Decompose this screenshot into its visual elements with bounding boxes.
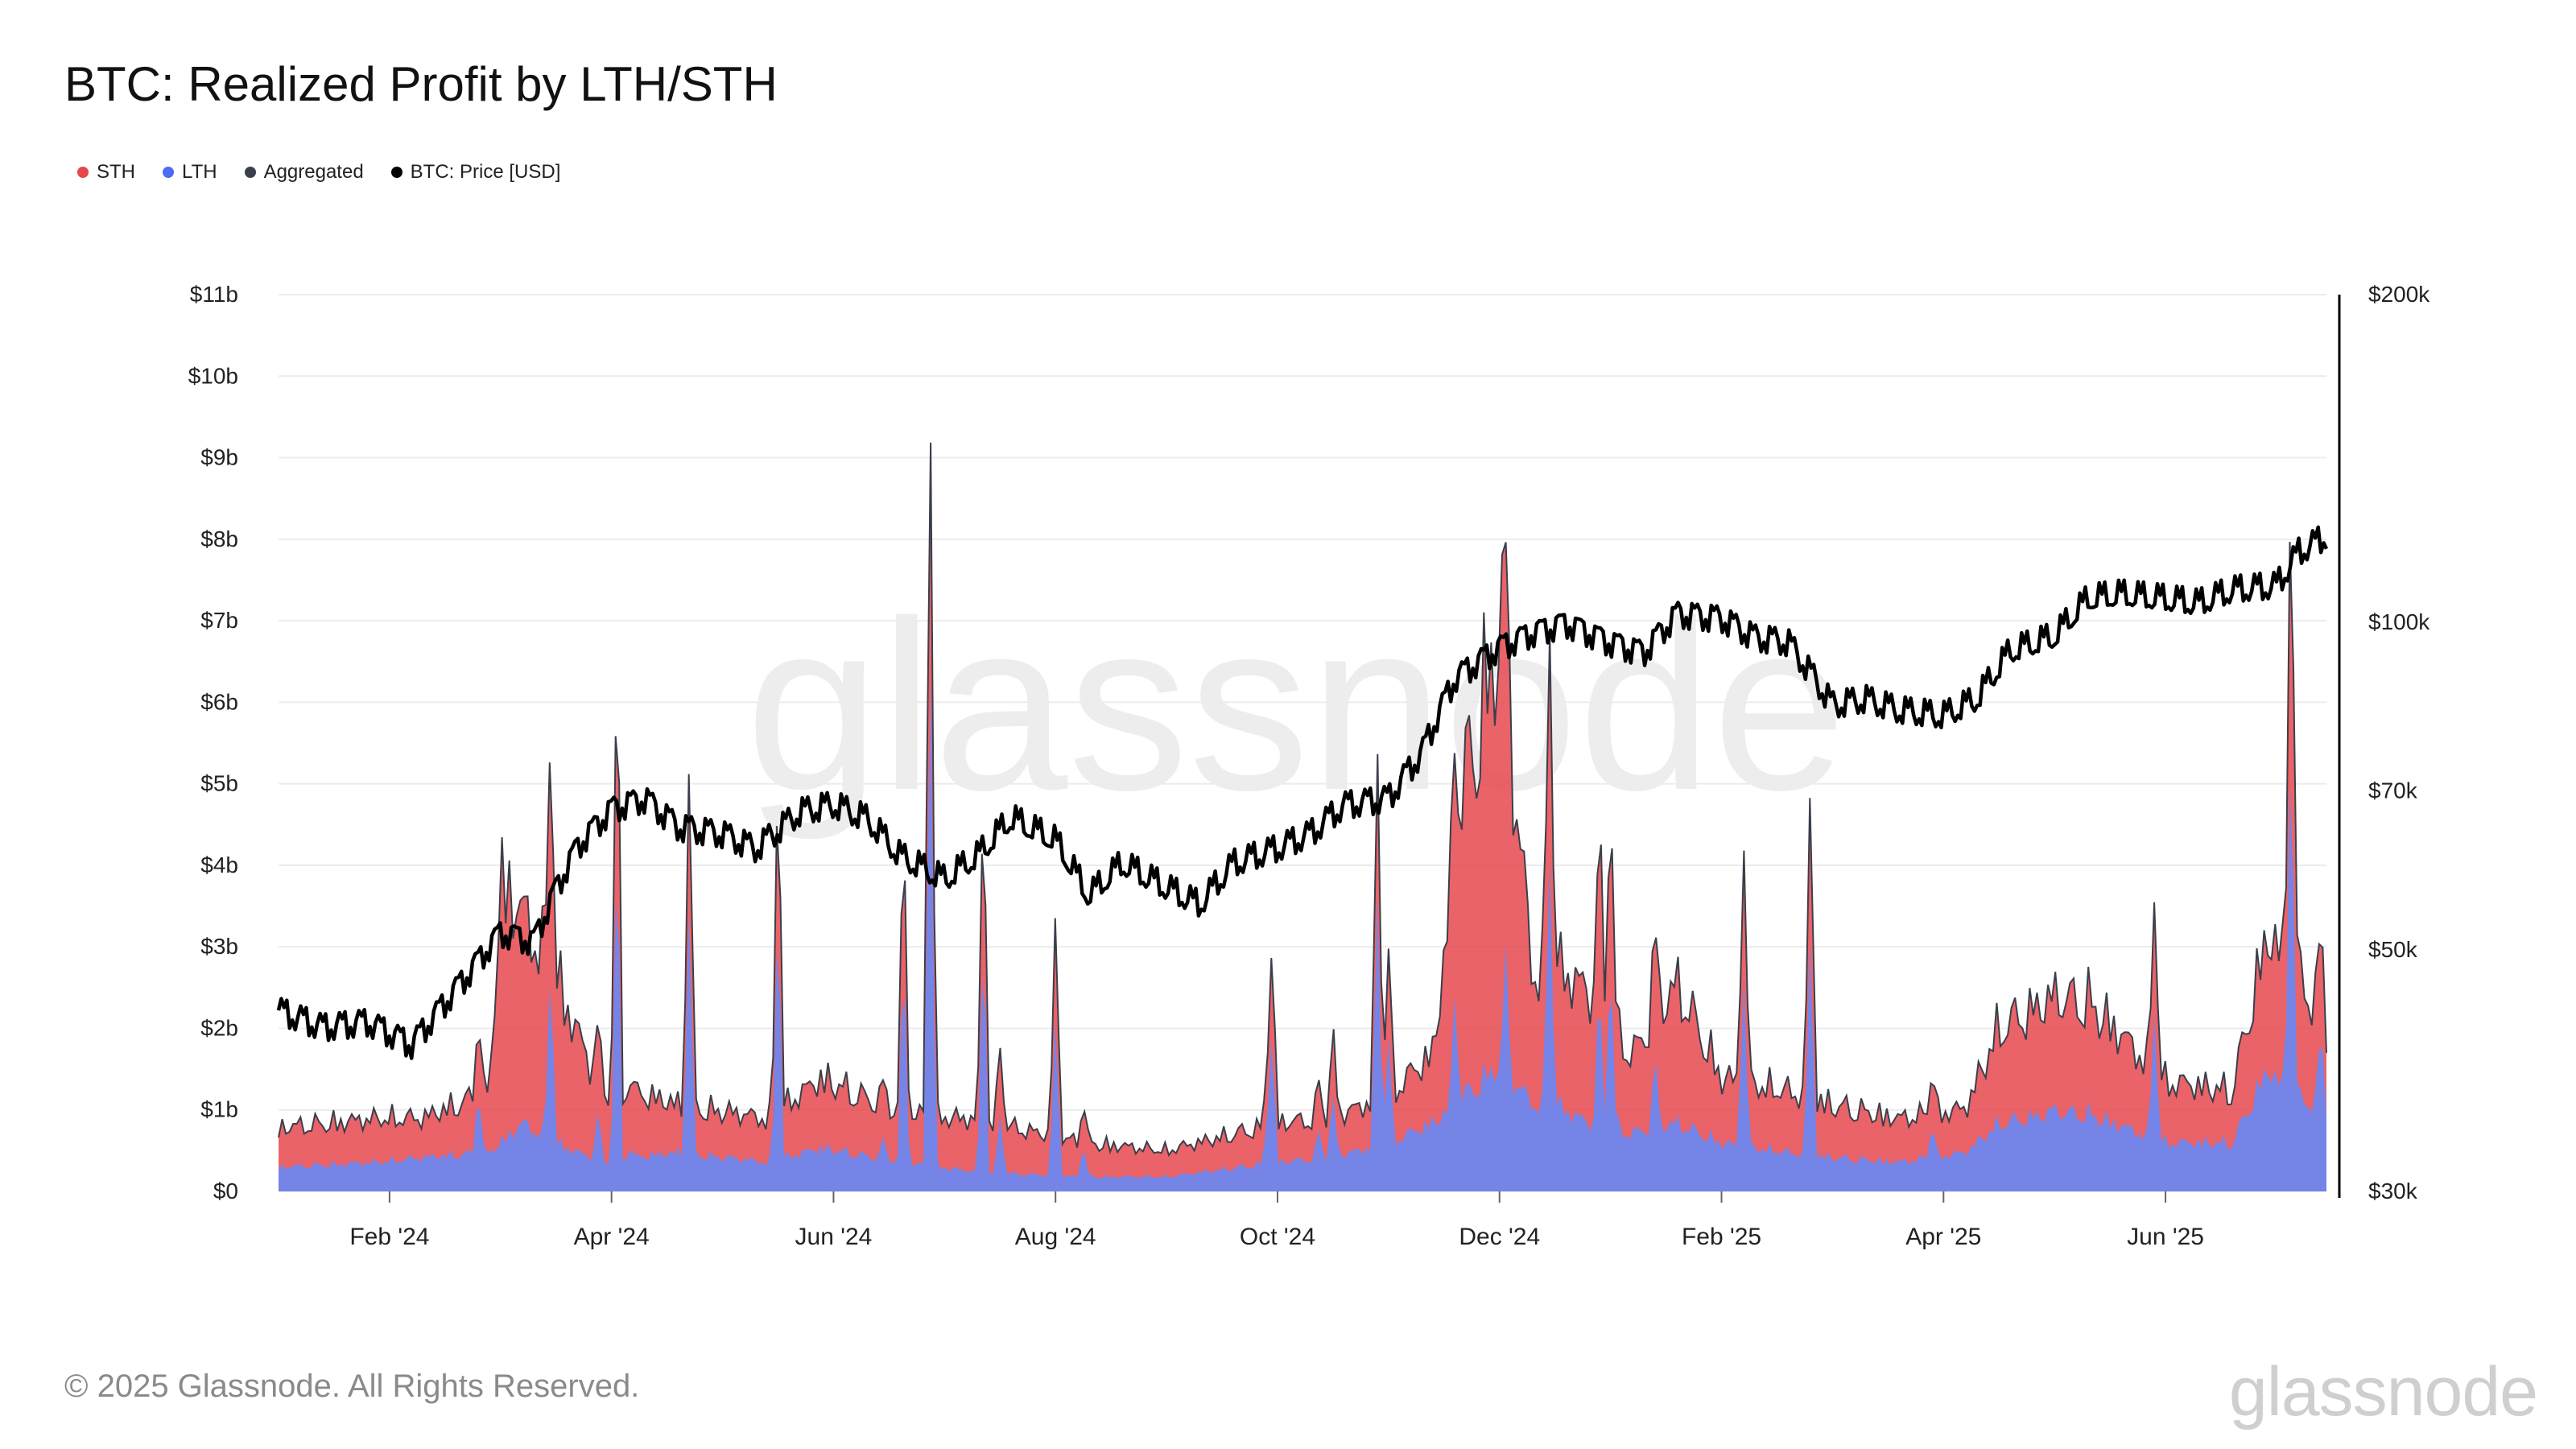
legend-label-lth: LTH (182, 161, 217, 183)
x-tick-label: Feb '24 (349, 1224, 429, 1250)
y-left-tick-label: $6b (200, 689, 238, 714)
y-left-tick-label: $10b (188, 363, 238, 388)
y-left-tick-label: $2b (200, 1015, 238, 1040)
y-left-tick-label: $5b (200, 771, 238, 796)
copyright-text: © 2025 Glassnode. All Rights Reserved. (64, 1368, 640, 1404)
aggregated-line (278, 442, 2327, 1158)
y-left-tick-label: $3b (200, 934, 238, 959)
y-right-tick-label: $70k (2368, 778, 2418, 803)
y-left-tick-label: $9b (200, 445, 238, 470)
legend-label-price: BTC: Price [USD] (410, 161, 561, 183)
legend-dot-lth (163, 167, 174, 178)
y-right-tick-label: $100k (2368, 609, 2430, 634)
axes: $0 $1b $2b $3b $4b $5b $6b $7b $8b $9b $10b $11b $30… (188, 282, 2431, 1250)
y-right-tick-label: $30k (2368, 1179, 2418, 1203)
x-tick-label: Aug '24 (1015, 1224, 1096, 1250)
y-left-tick-label: $4b (200, 852, 238, 877)
y-left-tick-label: $0 (213, 1179, 238, 1203)
chart-title: BTC: Realized Profit by LTH/STH (64, 57, 778, 111)
legend-label-aggregated: Aggregated (263, 161, 364, 183)
legend-item-aggregated[interactable]: Aggregated (244, 161, 364, 184)
y-left-tick-label: $8b (200, 526, 238, 551)
legend-dot-price (390, 167, 402, 178)
y-left-tick-label: $7b (200, 608, 238, 633)
y-left-tick-label: $1b (200, 1097, 238, 1122)
x-tick-label: Oct '24 (1240, 1224, 1315, 1250)
legend-dot-aggregated (244, 167, 256, 178)
legend-item-price[interactable]: BTC: Price [USD] (390, 161, 561, 184)
legend-label-sth: STH (97, 161, 135, 183)
x-tick-label: Feb '25 (1682, 1224, 1761, 1250)
glassnode-logo: glassnode (2228, 1353, 2538, 1430)
y-right-tick-label: $200k (2368, 282, 2430, 307)
legend-item-lth[interactable]: LTH (163, 161, 217, 184)
x-tick-label: Jun '25 (2127, 1224, 2204, 1250)
y-left-tick-label: $11b (190, 282, 238, 307)
price-line (276, 525, 2329, 1060)
x-tick-label: Apr '25 (1905, 1224, 1981, 1250)
x-tick-label: Dec '24 (1459, 1224, 1540, 1250)
profit-areas (278, 442, 2327, 1191)
y-right-tick-label: $50k (2368, 937, 2418, 962)
price-series (276, 525, 2329, 1060)
legend-item-sth[interactable]: STH (77, 161, 135, 184)
legend: STH LTH Aggregated BTC: Price [USD] (77, 161, 560, 184)
x-tick-label: Jun '24 (795, 1224, 873, 1250)
legend-dot-sth (77, 167, 89, 178)
lth-area (279, 678, 2326, 1191)
x-tick-label: Apr '24 (574, 1224, 650, 1250)
